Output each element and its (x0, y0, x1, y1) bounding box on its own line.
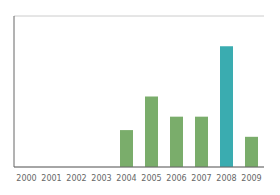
svg-text:2004: 2004 (116, 174, 136, 183)
svg-text:2008: 2008 (216, 174, 236, 183)
svg-text:2001: 2001 (41, 174, 61, 183)
svg-text:2000: 2000 (16, 174, 36, 183)
svg-text:2006: 2006 (166, 174, 186, 183)
svg-text:2003: 2003 (91, 174, 111, 183)
svg-text:2002: 2002 (66, 174, 86, 183)
svg-text:2007: 2007 (191, 174, 211, 183)
svg-text:2009: 2009 (241, 174, 261, 183)
svg-text:2005: 2005 (141, 174, 161, 183)
